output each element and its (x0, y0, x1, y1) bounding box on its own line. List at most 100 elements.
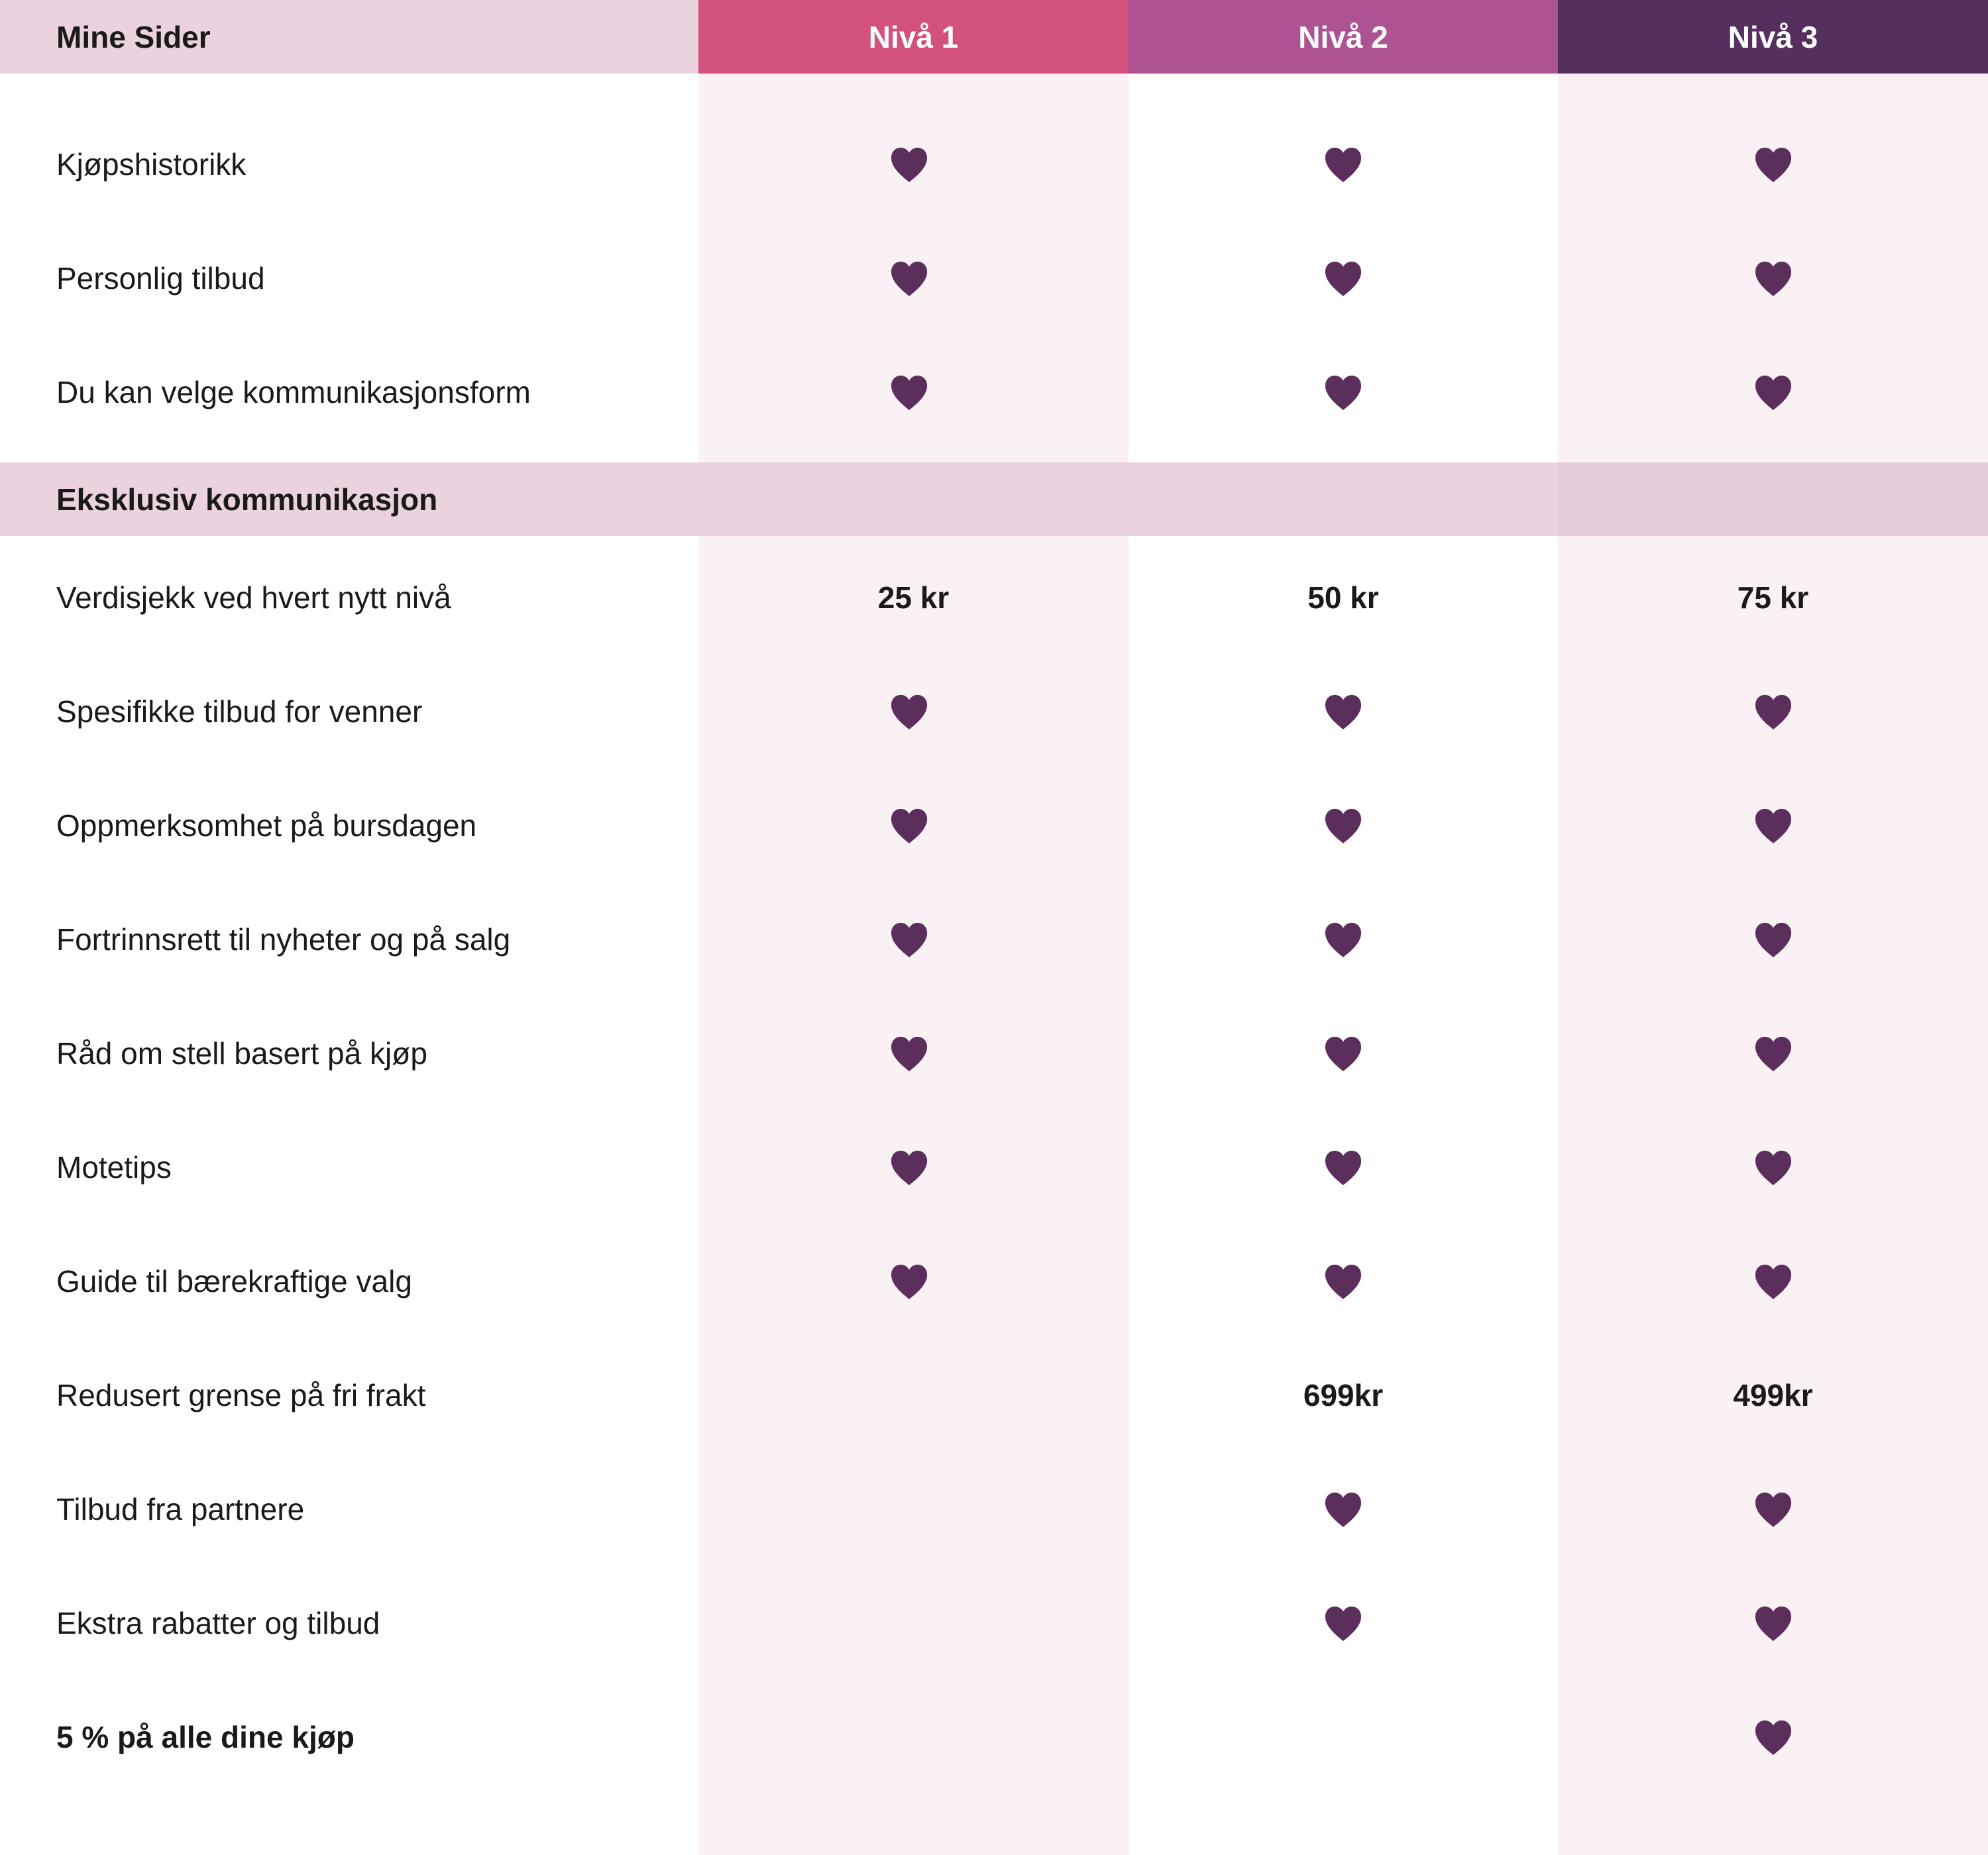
heart-icon (1755, 261, 1791, 297)
section-header-cell (1558, 462, 1988, 536)
heart-icon (1325, 1264, 1362, 1300)
heart-icon (1325, 1492, 1362, 1528)
heart-icon (1325, 147, 1362, 183)
benefit-empty-level-1 (698, 1680, 1129, 1794)
benefit-value-level-2: 50 kr (1307, 580, 1379, 615)
benefit-value-level-2: 699kr (1303, 1378, 1384, 1412)
benefit-label: Oppmerksomhet på bursdagen (56, 808, 477, 843)
heart-icon (1755, 1036, 1791, 1072)
heart-icon (1325, 694, 1362, 730)
benefit-included-level-3 (1558, 655, 1988, 768)
benefit-included-level-2 (1129, 221, 1558, 335)
section-title: Mine Sider (0, 0, 698, 74)
benefit-included-level-2 (1129, 1110, 1558, 1224)
heart-icon (891, 1150, 927, 1186)
benefit-included-level-3 (1558, 1566, 1988, 1680)
benefit-included-level-3 (1558, 882, 1988, 996)
benefit-label: Spesifikke tilbud for venner (56, 694, 423, 729)
section-header-cell (698, 462, 1129, 536)
section-spacer (0, 74, 698, 107)
benefit-included-level-2 (1129, 1566, 1558, 1680)
benefit-included-level-3 (1558, 1224, 1988, 1338)
benefit-included-level-1 (698, 768, 1129, 882)
section-spacer (0, 536, 698, 541)
benefit-label: Redusert grense på fri frakt (56, 1378, 426, 1412)
section-spacer (698, 536, 1129, 541)
benefit-included-level-1 (698, 1110, 1129, 1224)
heart-icon (1325, 1606, 1362, 1642)
section-spacer (1558, 74, 1988, 107)
level-1-header: Nivå 1 (698, 0, 1129, 74)
benefit-included-level-1 (698, 882, 1129, 996)
benefit-label: Råd om stell basert på kjøp (56, 1036, 427, 1071)
heart-icon (891, 694, 927, 730)
section-spacer (0, 449, 698, 462)
benefit-included-level-3 (1558, 335, 1988, 449)
heart-icon (1755, 1720, 1791, 1756)
heart-icon (1755, 1264, 1791, 1300)
heart-icon (1755, 922, 1791, 958)
level-3-header: Nivå 3 (1558, 0, 1988, 74)
heart-icon (1755, 694, 1791, 730)
heart-icon (1755, 808, 1791, 844)
heart-icon (891, 1036, 927, 1072)
heart-icon (891, 147, 927, 183)
heart-icon (1755, 1606, 1791, 1642)
benefit-value-level-3: 75 kr (1737, 580, 1809, 615)
benefit-label: Du kan velge kommunikasjonsform (56, 375, 531, 409)
heart-icon (891, 261, 927, 297)
benefit-empty-level-1 (698, 1452, 1129, 1566)
heart-icon (1755, 1492, 1791, 1528)
benefit-included-level-3 (1558, 996, 1988, 1110)
benefit-value-level-1: 25 kr (877, 580, 950, 615)
benefit-included-level-1 (698, 655, 1129, 768)
benefit-label: 5 % på alle dine kjøp (56, 1720, 355, 1754)
heart-icon (891, 808, 927, 844)
benefit-included-level-2 (1129, 768, 1558, 882)
benefit-included-level-1 (698, 1224, 1129, 1338)
benefit-included-level-2 (1129, 1224, 1558, 1338)
section-header-cell (1129, 462, 1558, 536)
benefit-label: Guide til bærekraftige valg (56, 1264, 412, 1298)
benefit-label: Tilbud fra partnere (56, 1492, 305, 1526)
benefit-included-level-3 (1558, 1452, 1988, 1566)
heart-icon (1755, 1150, 1791, 1186)
benefit-included-level-2 (1129, 335, 1558, 449)
heart-icon (891, 375, 927, 411)
benefit-included-level-1 (698, 107, 1129, 221)
heart-icon (1755, 147, 1791, 183)
benefit-included-level-2 (1129, 1452, 1558, 1566)
section-spacer (1129, 74, 1558, 107)
benefit-label: Personlig tilbud (56, 261, 265, 295)
heart-icon (1325, 375, 1362, 411)
level-2-header: Nivå 2 (1129, 0, 1558, 74)
benefit-included-level-2 (1129, 107, 1558, 221)
benefit-included-level-3 (1558, 768, 1988, 882)
benefit-included-level-3 (1558, 221, 1988, 335)
heart-icon (1325, 261, 1362, 297)
level-1-column-tint (698, 74, 1129, 1855)
benefit-included-level-2 (1129, 996, 1558, 1110)
benefit-included-level-1 (698, 221, 1129, 335)
heart-icon (891, 1264, 927, 1300)
heart-icon (1325, 922, 1362, 958)
section-spacer (1129, 536, 1558, 541)
benefits-comparison-table: Mine Sider Nivå 1 Nivå 2 Nivå 3 Kjøpshis… (0, 0, 1988, 1794)
section-spacer (1558, 449, 1988, 462)
benefit-empty-level-1 (698, 1338, 1129, 1452)
benefit-included-level-2 (1129, 655, 1558, 768)
benefit-label: Ekstra rabatter og tilbud (56, 1606, 380, 1640)
benefit-label: Verdisjekk ved hvert nytt nivå (56, 580, 451, 615)
benefit-included-level-3 (1558, 1680, 1988, 1794)
benefit-empty-level-2 (1129, 1680, 1558, 1794)
benefit-empty-level-1 (698, 1566, 1129, 1680)
benefit-included-level-3 (1558, 107, 1988, 221)
heart-icon (891, 922, 927, 958)
heart-icon (1325, 1036, 1362, 1072)
benefit-label: Fortrinnsrett til nyheter og på salg (56, 922, 511, 957)
section-spacer (698, 74, 1129, 107)
benefit-included-level-1 (698, 996, 1129, 1110)
benefit-included-level-3 (1558, 1110, 1988, 1224)
section-title: Eksklusiv kommunikasjon (0, 462, 698, 536)
section-spacer (1558, 536, 1988, 541)
